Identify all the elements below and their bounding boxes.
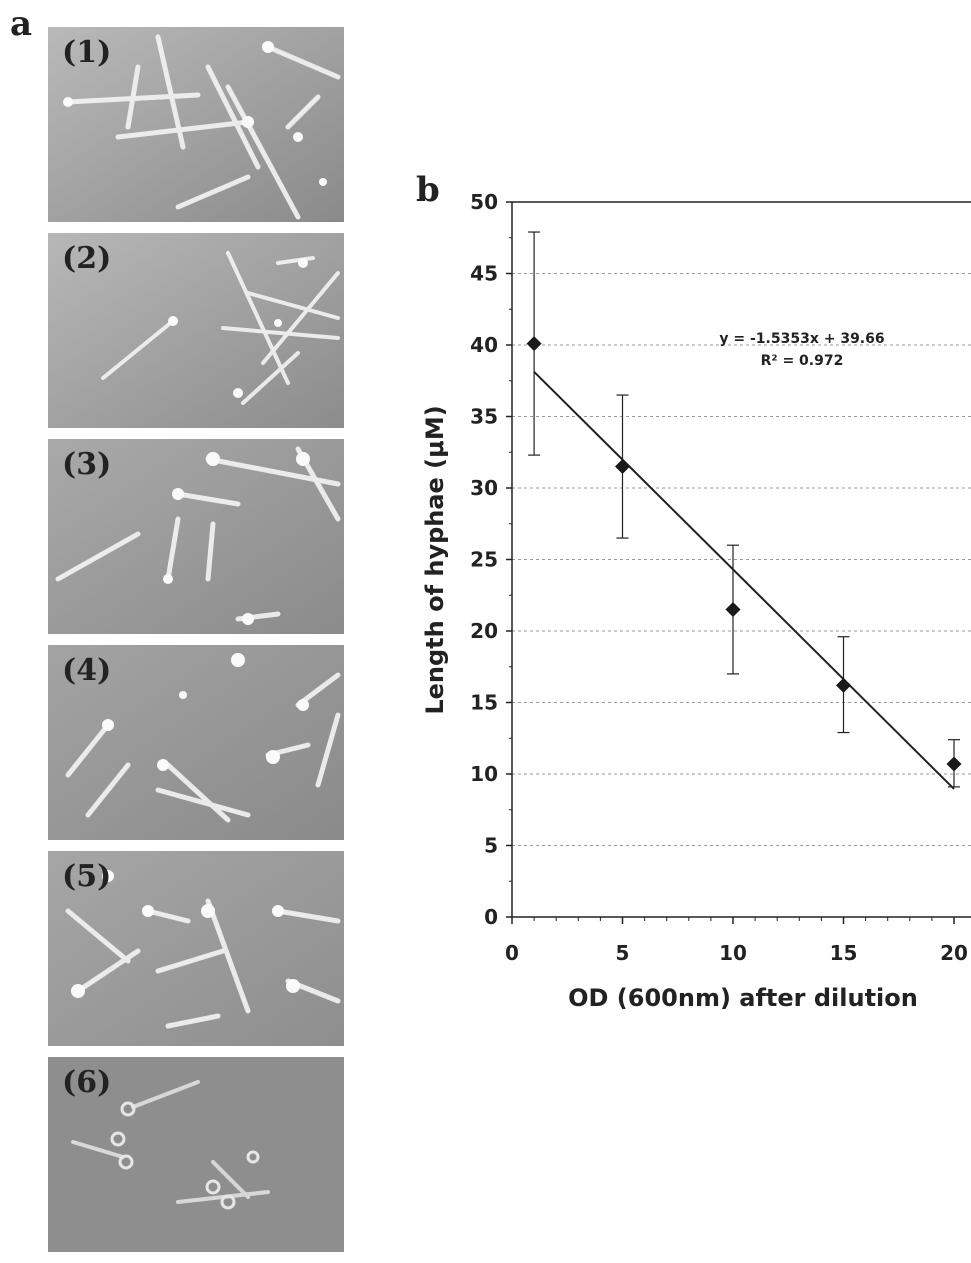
- data-point-3: [725, 602, 741, 618]
- y-tick-label: 35: [470, 405, 498, 429]
- micrograph-label: (2): [62, 241, 112, 276]
- y-tick-label: 50: [470, 190, 498, 214]
- gridlines: [512, 273, 971, 846]
- trendline: [533, 371, 955, 790]
- micrograph-column: (1) (2): [48, 27, 344, 1263]
- hyphae-length-chart: 0 5 10 15 20 25 30 35 40 45 50 0 5 10 15 20 y = -1.5353…: [421, 190, 971, 1012]
- x-tick-label: 10: [719, 941, 747, 965]
- y-tick-label: 20: [470, 619, 498, 643]
- y-tick-label: 5: [484, 834, 498, 858]
- y-tick-label: 45: [470, 262, 498, 286]
- data-point-4: [836, 677, 851, 693]
- micrograph-5: (5): [48, 851, 344, 1046]
- data-point-1: [526, 336, 542, 352]
- micrograph-1: (1): [48, 27, 344, 222]
- x-tick-label: 15: [830, 941, 858, 965]
- axis-ticks: 0 5 10 15 20 25 30 35 40 45 50 0 5 10 15 20: [470, 190, 968, 965]
- panel-a-letter: a: [10, 4, 33, 44]
- x-tick-label: 5: [616, 941, 630, 965]
- data-point-2: [615, 459, 630, 475]
- y-axis-title: Length of hyphae (μM): [421, 405, 449, 714]
- trendline-r2: R² = 0.972: [761, 353, 844, 369]
- micrograph-label: (1): [62, 35, 112, 70]
- data-points: [526, 336, 962, 772]
- micrograph-2: (2): [48, 233, 344, 428]
- y-tick-label: 30: [470, 476, 498, 500]
- x-tick-label: 20: [940, 941, 968, 965]
- micrograph-label: (5): [62, 859, 112, 894]
- panel-b-letter: b: [416, 170, 440, 210]
- y-tick-label: 40: [470, 333, 498, 357]
- micrograph-label: (3): [62, 447, 112, 482]
- micrograph-4: (4): [48, 645, 344, 840]
- micrograph-label: (6): [62, 1065, 112, 1100]
- data-point-5: [946, 756, 962, 772]
- y-tick-label: 10: [470, 762, 498, 786]
- x-axis-title: OD (600nm) after dilution: [568, 984, 918, 1012]
- trendline-layer: [533, 371, 955, 790]
- y-tick-label: 0: [484, 905, 498, 929]
- micrograph-label: (4): [62, 653, 112, 688]
- micrograph-3: (3): [48, 439, 344, 634]
- y-tick-label: 15: [470, 691, 498, 715]
- error-bars: [528, 231, 960, 788]
- x-tick-label: 0: [505, 941, 519, 965]
- y-tick-label: 25: [470, 548, 498, 572]
- micrograph-6: (6): [48, 1057, 344, 1252]
- trendline-equation: y = -1.5353x + 39.66: [719, 331, 884, 347]
